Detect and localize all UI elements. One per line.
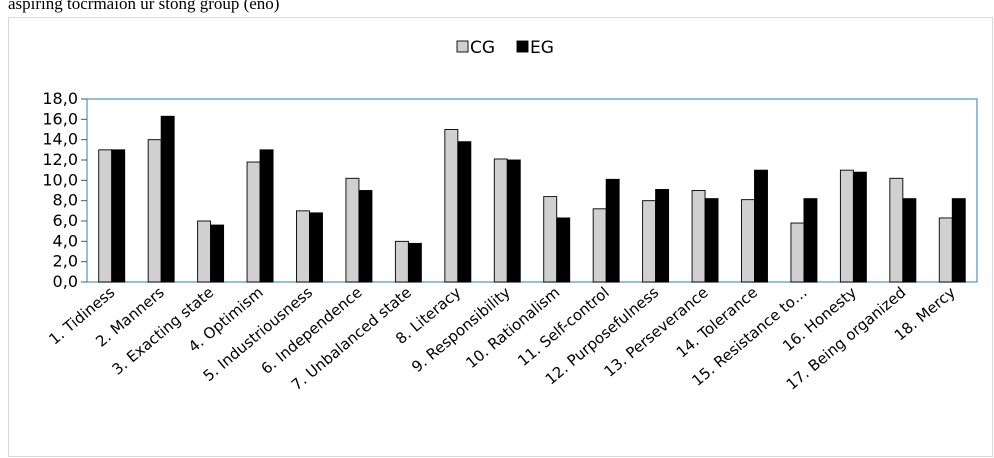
bar-cg [197, 220, 212, 283]
legend-label-cg: CG [470, 38, 495, 58]
bar-eg [309, 212, 323, 283]
y-tick-label: 6,0 [53, 211, 78, 230]
bars [98, 115, 966, 283]
plot-border [86, 98, 978, 283]
bar-chart: CG EG 0,02,0 4,06,08,0 10,012,014,0 16,018,0… [42, 38, 978, 394]
legend-swatch-eg [516, 40, 529, 53]
bar-eg [803, 198, 818, 283]
bar-cg [147, 139, 162, 283]
bar-cg [642, 200, 657, 283]
bar-eg [358, 190, 373, 283]
y-tick-label: 18,0 [42, 89, 78, 108]
y-tick-label: 4,0 [53, 231, 78, 250]
bar-eg [704, 198, 719, 283]
bar-eg [160, 115, 175, 283]
y-tick-label: 0,0 [53, 272, 78, 291]
bar-cg [444, 129, 459, 283]
bar-eg [457, 141, 472, 283]
y-tick-label: 12,0 [42, 150, 78, 169]
bar-eg [605, 178, 620, 283]
bar-eg [852, 171, 867, 283]
bar-cg [839, 169, 854, 283]
bar-cg [345, 177, 360, 283]
bar-cg [493, 158, 508, 283]
bar-eg [902, 198, 917, 283]
bar-cg [691, 190, 706, 283]
bar-cg [394, 240, 409, 283]
figure-caption: aspiring tocrmaion ur stong group (eno) [8, 0, 280, 13]
bar-cg [938, 217, 953, 283]
bar-cg [889, 177, 904, 283]
y-axis: 0,02,0 4,06,08,0 10,012,014,0 16,018,0 [42, 89, 87, 291]
bar-cg [296, 210, 310, 283]
bar-eg [506, 159, 521, 283]
legend: CG EG [456, 38, 554, 58]
chart-area: CG EG 0,0 2,0 4,0 6,0 8,0 10,0 12,0 14,0 16,0 18,0… [8, 17, 993, 457]
bar-eg [111, 149, 126, 283]
y-tick-label: 16,0 [42, 109, 78, 128]
y-tick-label: 10,0 [42, 170, 78, 189]
bar-eg [210, 224, 225, 283]
bar-cg [790, 222, 805, 283]
bar-eg [655, 189, 670, 283]
y-tick-label: 14,0 [42, 130, 78, 149]
bar-eg [556, 217, 571, 283]
bar-cg [246, 161, 261, 283]
bar-cg [592, 208, 607, 283]
bar-cg [543, 196, 558, 283]
bar-cg [741, 199, 755, 283]
legend-swatch-cg [456, 40, 469, 53]
y-tick-label: 8,0 [53, 191, 78, 210]
bar-cg [98, 149, 113, 283]
bar-eg [407, 242, 422, 283]
bar-eg [754, 169, 768, 283]
bar-eg [951, 198, 966, 283]
bar-eg [259, 149, 274, 283]
y-tick-label: 2,0 [53, 252, 78, 271]
legend-label-eg: EG [530, 38, 554, 58]
